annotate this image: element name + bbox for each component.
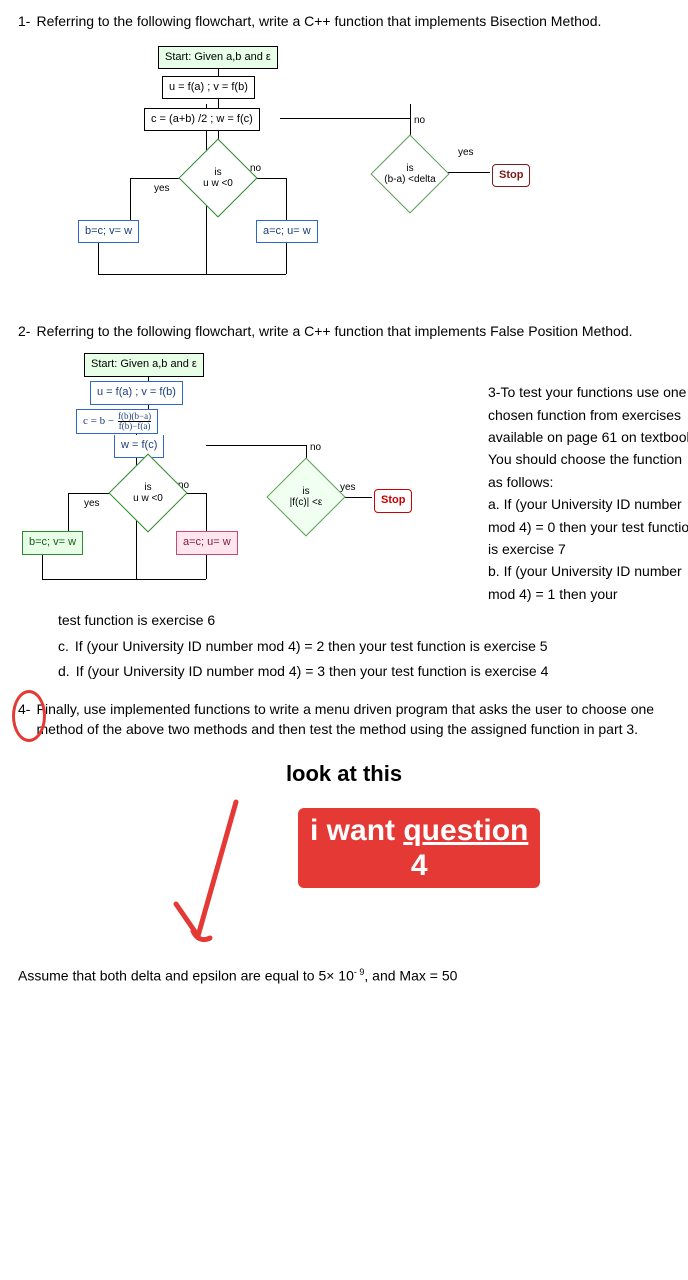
want-question-box: i want question 4 bbox=[298, 808, 540, 888]
q3-sidetext: 3-To test your functions use one chosen … bbox=[488, 381, 688, 605]
flow2-no2: no bbox=[310, 441, 321, 455]
flow2-calc: c = b − f(b)(b−a) f(b)−f(a) bbox=[76, 409, 158, 434]
want-four: 4 bbox=[310, 849, 528, 882]
assume-exp: - 9 bbox=[354, 967, 365, 977]
flowchart-bisection: no yes yes no Start: Given a,b and ε u =… bbox=[58, 42, 618, 302]
q3-c-line: c. If (your University ID number mod 4) … bbox=[58, 637, 670, 657]
q3-d-line: d. If (your University ID number mod 4) … bbox=[58, 662, 670, 682]
q1-line: 1- Referring to the following flowchart,… bbox=[18, 12, 670, 32]
assume-pre: Assume that both delta and epsilon are e… bbox=[18, 968, 318, 984]
flow2-right: a=c; u= w bbox=[176, 531, 238, 554]
annotation-area: i want question 4 bbox=[18, 796, 670, 956]
q2-text: Referring to the following flowchart, wr… bbox=[36, 322, 632, 342]
flow1-start: Start: Given a,b and ε bbox=[158, 46, 278, 69]
q3-d-letter: d. bbox=[58, 662, 70, 682]
flow2-wline: w = f(c) bbox=[114, 435, 164, 457]
flow1-init: u = f(a) ; v = f(b) bbox=[162, 76, 255, 99]
q3-cont: test function is exercise 6 bbox=[58, 611, 670, 631]
q2-line: 2- Referring to the following flowchart,… bbox=[18, 322, 670, 342]
flow1-diamond-delta: is (b-a) <delta bbox=[382, 146, 438, 202]
assume-line: Assume that both delta and epsilon are e… bbox=[18, 966, 670, 986]
flow1-yes2: yes bbox=[458, 146, 474, 160]
look-label: look at this bbox=[18, 759, 670, 790]
flow2-diamond-eps: is |f(c)| <ε bbox=[278, 469, 334, 525]
flow2-stop: Stop bbox=[374, 489, 412, 512]
flow2-init: u = f(a) ; v = f(b) bbox=[90, 381, 183, 404]
checkmark-icon bbox=[158, 796, 278, 962]
q3-c-text: If (your University ID number mod 4) = 2… bbox=[75, 637, 548, 657]
assume-post: , and Max = 50 bbox=[364, 968, 457, 984]
flow2-start: Start: Given a,b and ε bbox=[84, 353, 204, 376]
q1-num: 1- bbox=[18, 12, 30, 32]
flow1-left: b=c; v= w bbox=[78, 220, 139, 243]
q4-text: Finally, use implemented functions to wr… bbox=[36, 700, 670, 739]
q3-b: b. If (your University ID number mod 4) … bbox=[488, 563, 682, 601]
flow1-calc: c = (a+b) /2 ; w = f(c) bbox=[144, 108, 260, 131]
assume-val: 5× 10 bbox=[318, 968, 353, 984]
flow1-yes1: yes bbox=[154, 182, 170, 196]
want-text2: question bbox=[403, 814, 528, 847]
q3-a: a. If (your University ID number mod 4) … bbox=[488, 496, 688, 557]
flow1-diamond-uw: is u w <0 bbox=[190, 150, 246, 206]
flow1-no2: no bbox=[414, 114, 425, 128]
flow1-stop: Stop bbox=[492, 164, 530, 187]
flowchart-false-position: no yes yes no Start: Given a,b and ε u =… bbox=[28, 351, 448, 591]
flow2-left: b=c; v= w bbox=[22, 531, 83, 554]
q3-d-text: If (your University ID number mod 4) = 3… bbox=[76, 662, 549, 682]
q1-text: Referring to the following flowchart, wr… bbox=[36, 12, 601, 32]
q3-intro: 3-To test your functions use one chosen … bbox=[488, 384, 688, 490]
flow2-diamond-uw: is u w <0 bbox=[120, 465, 176, 521]
red-circle-annotation bbox=[12, 690, 46, 742]
q2-num: 2- bbox=[18, 322, 30, 342]
flow1-right: a=c; u= w bbox=[256, 220, 318, 243]
want-text1: i want bbox=[310, 814, 403, 847]
q4-line: 4- Finally, use implemented functions to… bbox=[18, 700, 670, 739]
q3-c-letter: c. bbox=[58, 637, 69, 657]
flow2-yes1: yes bbox=[84, 497, 100, 511]
